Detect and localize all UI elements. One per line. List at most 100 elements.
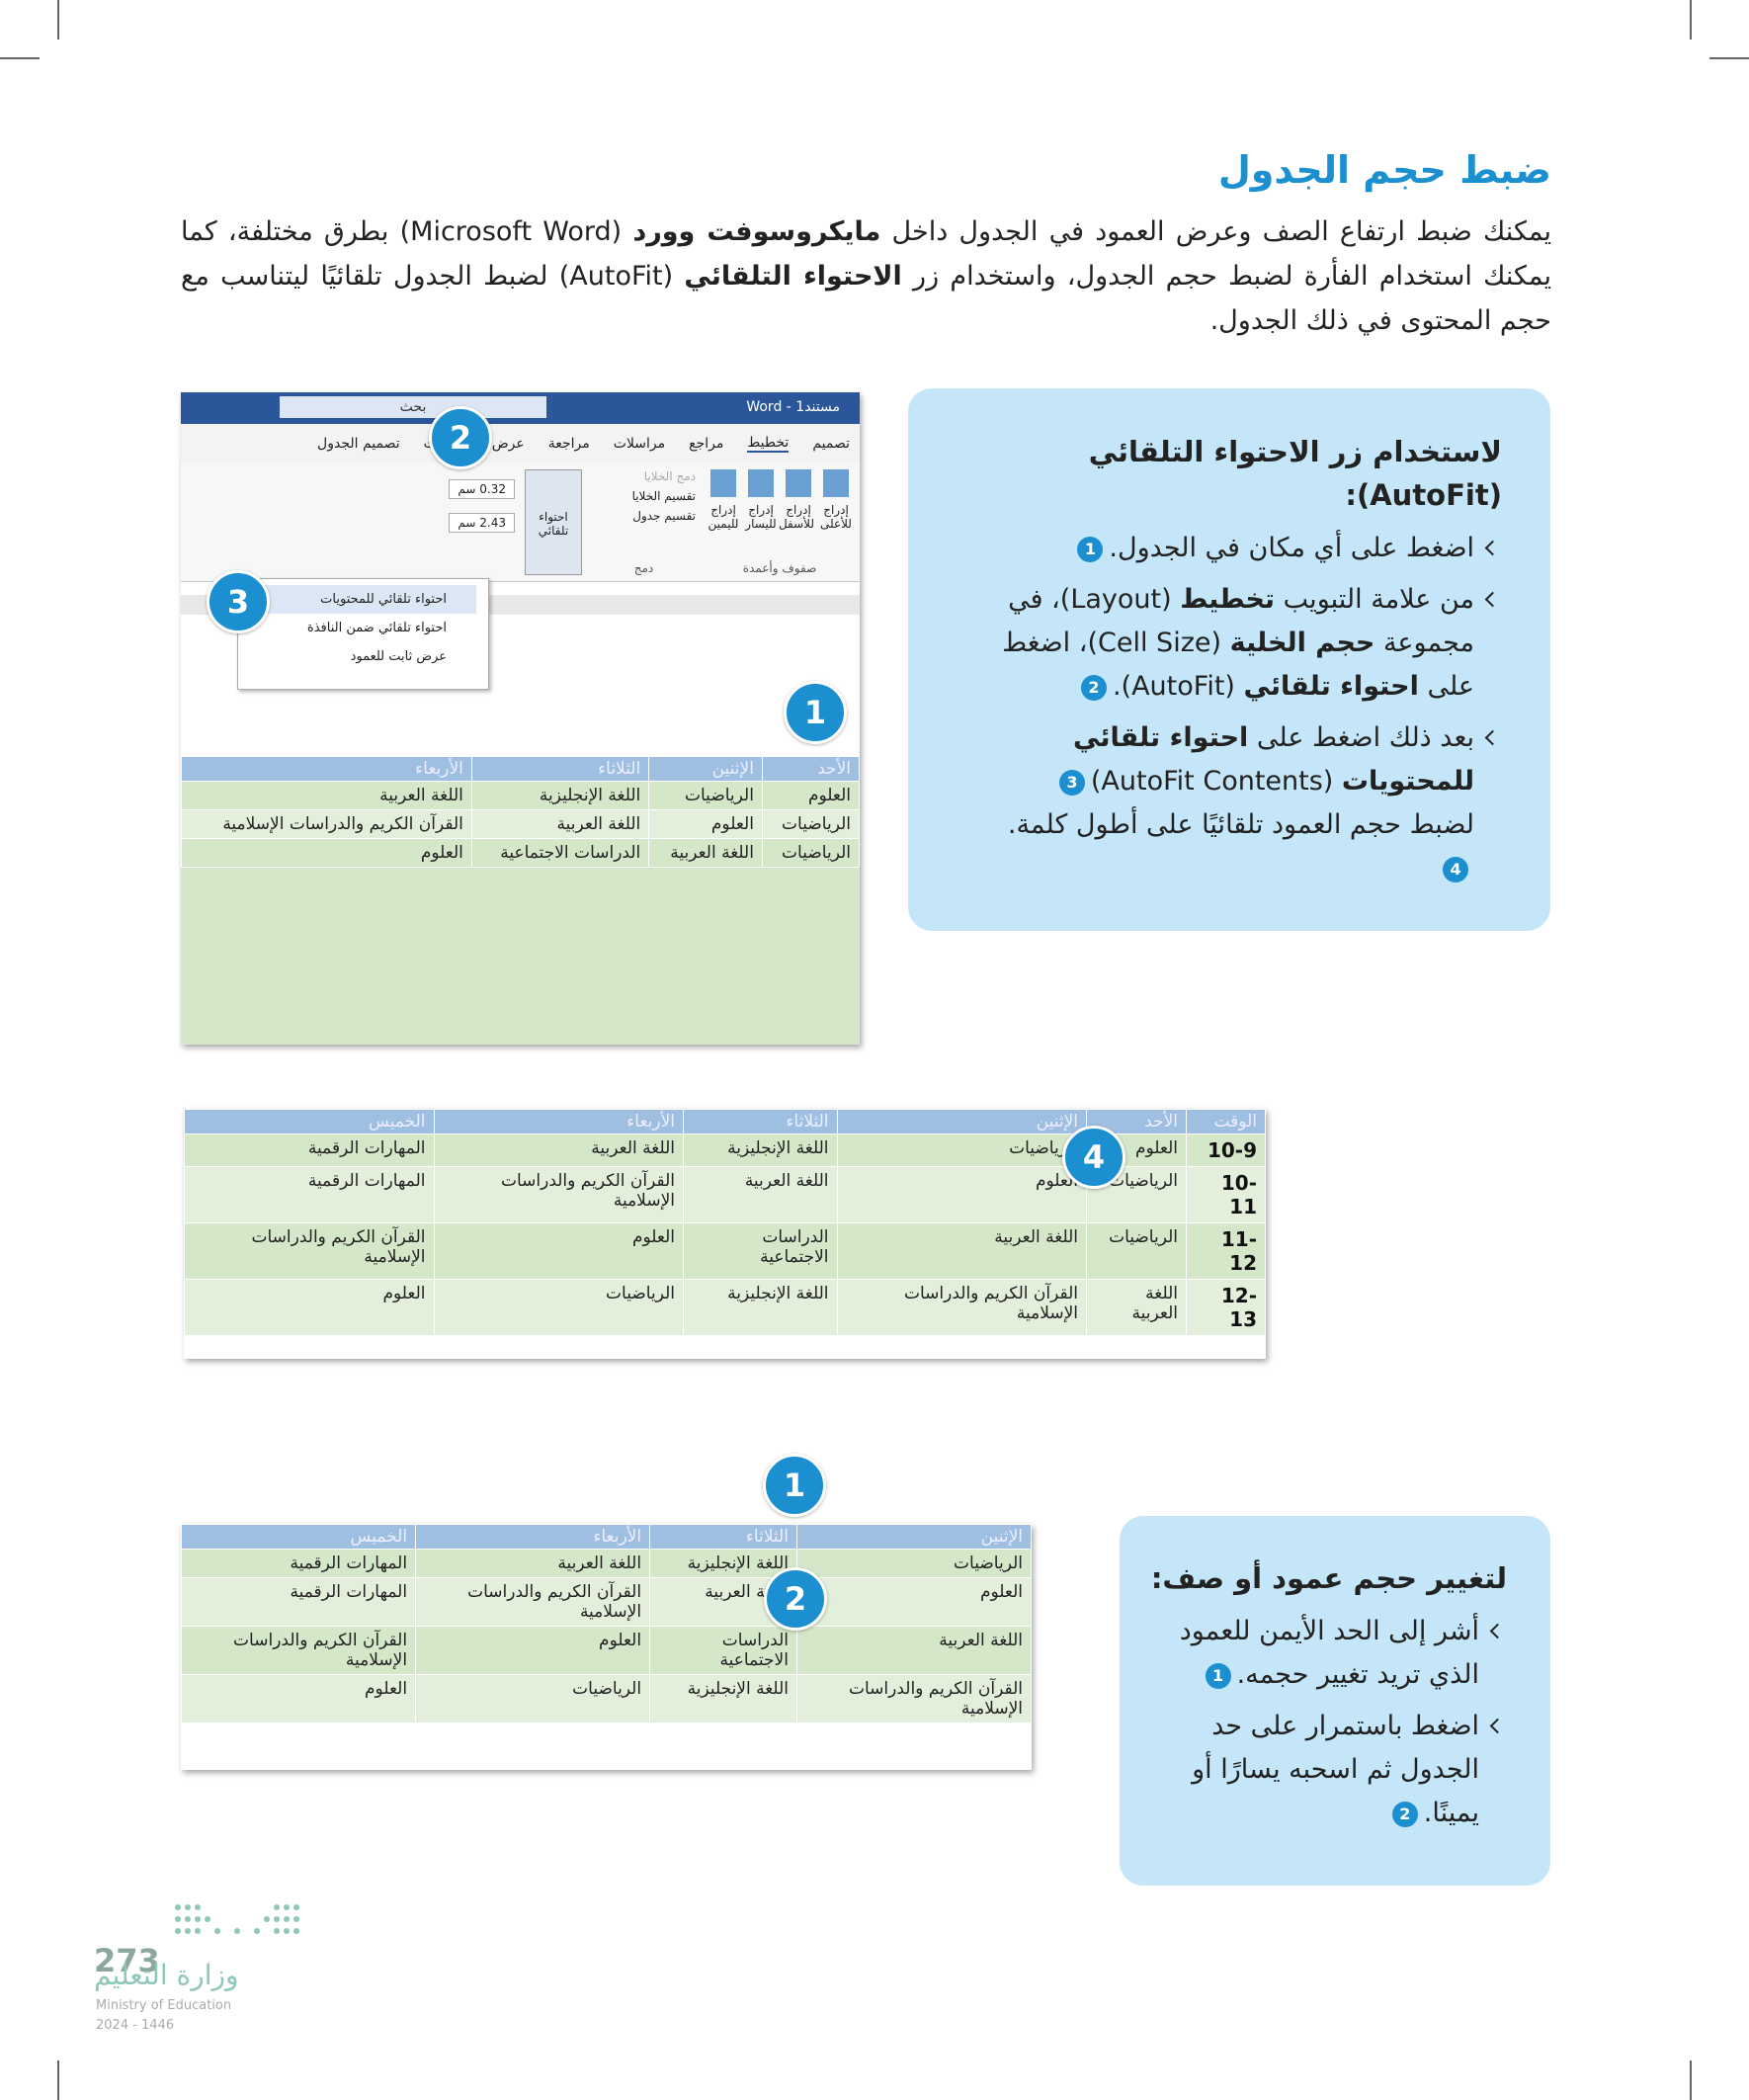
- table-row: 11-12 الرياضيات اللغة العربية الدراسات الاج…: [184, 1222, 1266, 1280]
- header-cell: الأربعاء: [415, 1524, 651, 1550]
- bullet: [1484, 729, 1501, 746]
- header-cell: الإثنين: [648, 756, 763, 782]
- header-cell: الثلاثاء: [470, 756, 650, 782]
- step: أشر إلى الحد الأيمن للعمود الذي تريد تغي…: [1146, 1610, 1507, 1697]
- table-wrap: الأحد الإثنين الثلاثاء الأربعاء العلوم الرياض…: [181, 756, 860, 1045]
- table-cell: العلوم: [648, 809, 763, 839]
- header-cell: الوقت: [1186, 1109, 1266, 1134]
- table-cell: 10-11: [1186, 1166, 1266, 1223]
- table-cell: المهارات الرقمية: [184, 1166, 435, 1223]
- ribbon: إدراج للأعلى إدراج للأسفل إدراج لليسار إدرا…: [181, 463, 860, 582]
- step: اضغط على أي مكان في الجدول.1: [988, 527, 1502, 570]
- size-box: 2.43 سم: [449, 513, 515, 533]
- table-cell: العلوم: [181, 1674, 417, 1723]
- autofit-menu: احتواء تلقائي للمحتويات احتواء تلقائي ضمن…: [237, 578, 489, 690]
- table-cell: القرآن الكريم والدراسات الإسلامية: [795, 1674, 1032, 1723]
- size-box: 0.32 سم: [449, 479, 515, 499]
- table-cell: المهارات الرقمية: [181, 1577, 417, 1627]
- table-cell: الرياضيات: [433, 1279, 684, 1336]
- ribbon-group: إدراج للأعلى إدراج للأسفل إدراج لليسار إدرا…: [706, 469, 854, 575]
- table-cell: القرآن الكريم والدراسات الإسلامية: [181, 809, 472, 839]
- table-cell: اللغة العربية: [433, 1134, 684, 1167]
- page-number: 273: [94, 1942, 160, 1979]
- step-badge: 2: [1080, 674, 1107, 701]
- table-screenshot: الإثنين الثلاثاء الأربعاء الخميس الرياضيات ال…: [181, 1524, 1032, 1770]
- group-label: صفوف وأعمدة: [742, 561, 817, 575]
- table-cell: الرياضيات: [1086, 1222, 1188, 1280]
- table-cell: العلوم: [795, 1577, 1032, 1627]
- table-cell: القرآن الكريم والدراسات الإسلامية: [433, 1166, 684, 1223]
- text: (AutoFit Contents): [1090, 766, 1342, 797]
- text: (Microsoft Word) بطرق مختلفة، كما يمكنك …: [181, 216, 1552, 292]
- table-screenshot: الوقت الأحد الإثنين الثلاثاء الأربعاء الخميس 1…: [184, 1109, 1266, 1359]
- bold-text: احتواء تلقائي للمحتويات: [1073, 722, 1474, 797]
- table-cell: الرياضيات: [761, 809, 860, 839]
- table-cell: المهارات الرقمية: [181, 1549, 417, 1578]
- table-cell: اللغة العربية: [470, 809, 650, 839]
- ribbon-tab: مراجعة: [547, 436, 590, 452]
- table-cell: اللغة العربية: [836, 1222, 1088, 1280]
- crop-mark: [57, 2060, 59, 2100]
- table-cell: اللغة الإنجليزية: [470, 781, 650, 810]
- box-title: لتغيير حجم عمود أو صف:: [1150, 1561, 1507, 1595]
- header-cell: الأحد: [1086, 1109, 1188, 1134]
- step-badge: 2: [1391, 1801, 1418, 1827]
- callout-badge: 1: [784, 681, 847, 744]
- step-badge: 3: [1058, 769, 1085, 796]
- table-cell: الرياضيات: [761, 838, 860, 868]
- table-row: العلوم اللغة العربية القرآن الكريم والدراس…: [181, 1577, 1032, 1627]
- header-row: الأحد الإثنين الثلاثاء الأربعاء: [181, 756, 860, 782]
- bullet: [1484, 591, 1501, 608]
- table: الوقت الأحد الإثنين الثلاثاء الأربعاء الخميس 1…: [184, 1109, 1266, 1336]
- step: بعد ذلك اضغط على احتواء تلقائي للمحتويات…: [988, 716, 1502, 890]
- step: اضغط باستمرار على حد الجدول ثم اسحبه يسا…: [1146, 1705, 1507, 1835]
- bold-text: مايكروسوفت وورد: [632, 216, 881, 247]
- info-box-content: لتغيير حجم عمود أو صف: أشر إلى الحد الأيم…: [1146, 1556, 1507, 1843]
- year: 2024 - 1446: [96, 2018, 175, 2033]
- ribbon-button: دمج الخلايا: [643, 469, 696, 483]
- table-cell: القرآن الكريم والدراسات الإسلامية: [181, 1626, 417, 1675]
- bold-text: حجم الخلية: [1229, 628, 1375, 658]
- table-cell: العلوم: [181, 838, 472, 868]
- table: الإثنين الثلاثاء الأربعاء الخميس الرياضيات ال…: [181, 1524, 1032, 1723]
- table-cell: اللغة العربية: [1086, 1279, 1188, 1336]
- menu-item: عرض ثابت للعمود: [350, 649, 447, 664]
- table-cell: العلوم: [836, 1166, 1088, 1223]
- crop-mark: [1690, 2060, 1692, 2100]
- text: أشر إلى الحد الأيمن للعمود الذي تريد تغي…: [1179, 1616, 1479, 1690]
- header-cell: الخميس: [181, 1524, 417, 1550]
- header-row: الإثنين الثلاثاء الأربعاء الخميس: [181, 1524, 1032, 1550]
- table-cell: اللغة الإنجليزية: [682, 1279, 838, 1336]
- search-box: بحث: [280, 396, 546, 418]
- ribbon-tab: تخطيط: [747, 435, 790, 453]
- table-row: 10-11 الرياضيات العلوم اللغة العربية القرآن …: [184, 1166, 1266, 1223]
- table-cell: القرآن الكريم والدراسات الإسلامية: [415, 1577, 651, 1627]
- text: (Cell Size)، اضغط على: [1002, 628, 1474, 702]
- table-cell: القرآن الكريم والدراسات الإسلامية: [836, 1279, 1088, 1336]
- ministry-name-ar: وزارة التعليم: [94, 1959, 239, 1991]
- table-row: الرياضيات اللغة العربية الدراسات الاجتماعي…: [181, 838, 860, 868]
- button-row: إدراج للأعلى إدراج للأسفل إدراج لليسار إدرا…: [708, 469, 852, 531]
- callout-badge: 1: [763, 1454, 826, 1517]
- table-cell: الرياضيات: [415, 1674, 651, 1723]
- table-cell: اللغة العربية: [682, 1166, 838, 1223]
- table-cell: المهارات الرقمية: [184, 1134, 435, 1167]
- menu-item: احتواء تلقائي للمحتويات: [250, 585, 476, 614]
- text: بعد ذلك اضغط على: [1248, 722, 1474, 753]
- table-cell: الرياضيات: [795, 1549, 1032, 1578]
- table-cell: 12-13: [1186, 1279, 1266, 1336]
- box-title: لاستخدام زر الاحتواء التلقائي (AutoFit):: [1088, 435, 1502, 512]
- autofit-button: احتواء تلقائي: [525, 469, 582, 575]
- bold-text: احتواء تلقائي: [1243, 671, 1419, 702]
- ribbon-button: تقسيم الخلايا: [631, 489, 696, 503]
- table-cell: العلوم: [761, 781, 860, 810]
- ribbon-button: إدراج للأعلى: [820, 469, 852, 531]
- table-cell: القرآن الكريم والدراسات الإسلامية: [184, 1222, 435, 1280]
- table: الأحد الإثنين الثلاثاء الأربعاء العلوم الرياض…: [181, 756, 860, 868]
- ribbon-tab: مراسلات: [613, 436, 666, 452]
- bold-text: الاحتواء التلقائي: [684, 261, 902, 292]
- table-cell: اللغة العربية: [181, 781, 472, 810]
- table-cell: 11-12: [1186, 1222, 1266, 1280]
- step-badge: 4: [1443, 856, 1468, 882]
